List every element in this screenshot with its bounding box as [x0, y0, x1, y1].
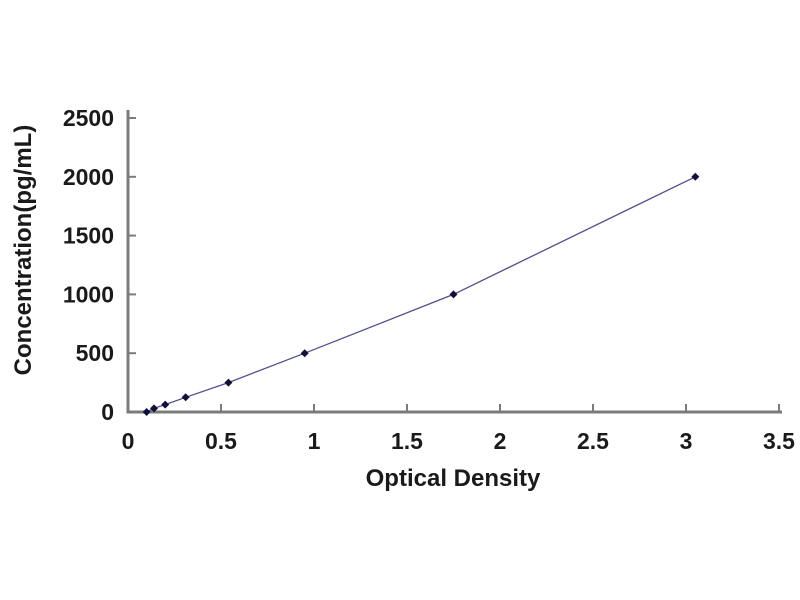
x-axis-title: Optical Density [365, 465, 541, 492]
data-point-marker [150, 404, 159, 413]
x-tick-label: 3 [680, 428, 693, 454]
y-tick-label: 2000 [63, 164, 114, 190]
y-axis-title: Concentration(pg/mL) [10, 124, 37, 376]
data-point-marker [449, 290, 458, 299]
x-tick-label: 2 [494, 428, 507, 454]
x-tick-label: 3.5 [763, 428, 795, 454]
data-point-marker [224, 378, 233, 387]
y-tick-label: 1500 [63, 223, 114, 249]
data-point-marker [161, 400, 170, 409]
y-tick-label: 0 [101, 399, 114, 425]
data-point-marker [300, 349, 309, 358]
data-point-marker [691, 172, 700, 181]
x-tick-label: 2.5 [577, 428, 609, 454]
y-tick-label: 1000 [63, 281, 114, 307]
data-point-marker [142, 408, 151, 416]
y-tick-label: 2500 [63, 105, 114, 131]
data-point-marker [181, 393, 190, 402]
x-tick-label: 1.5 [391, 428, 423, 454]
x-tick-label: 0 [122, 428, 135, 454]
x-tick-label: 1 [308, 428, 321, 454]
series-line-standard-curve [146, 176, 696, 413]
x-tick-label: 0.5 [205, 428, 237, 454]
y-tick-label: 500 [76, 340, 114, 366]
